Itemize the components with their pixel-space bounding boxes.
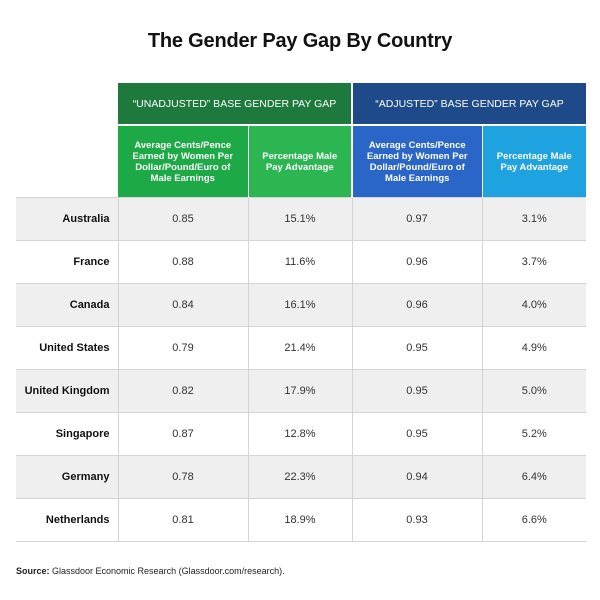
value-cell: 16.1% <box>247 283 352 327</box>
value-cell: 0.97 <box>351 197 482 241</box>
country-cell: Australia <box>16 197 118 241</box>
value-cell: 0.96 <box>351 283 482 327</box>
value-cell: 0.81 <box>117 498 248 542</box>
value-cell: 22.3% <box>247 455 352 499</box>
country-cell: Netherlands <box>16 498 118 542</box>
table-row: Germany 0.78 22.3% 0.94 6.4% <box>16 455 586 499</box>
value-cell: 0.82 <box>117 369 248 413</box>
value-cell: 3.1% <box>481 197 586 241</box>
value-cell: 12.8% <box>247 412 352 456</box>
header-blank-cell <box>16 83 118 125</box>
value-cell: 0.79 <box>117 326 248 370</box>
value-cell: 11.6% <box>247 240 352 284</box>
value-cell: 6.4% <box>481 455 586 499</box>
value-cell: 6.6% <box>481 498 586 542</box>
value-cell: 0.78 <box>117 455 248 499</box>
value-cell: 0.94 <box>351 455 482 499</box>
value-cell: 0.93 <box>351 498 482 542</box>
table-row: Singapore 0.87 12.8% 0.95 5.2% <box>16 412 586 456</box>
value-cell: 5.0% <box>481 369 586 413</box>
value-cell: 0.96 <box>351 240 482 284</box>
chart-title: The Gender Pay Gap By Country <box>147 30 453 52</box>
country-cell: Canada <box>16 283 118 327</box>
table-row: Netherlands 0.81 18.9% 0.93 6.6% <box>16 498 586 542</box>
value-cell: 5.2% <box>481 412 586 456</box>
table-row: Australia 0.85 15.1% 0.97 3.1% <box>16 197 586 241</box>
country-cell: France <box>16 240 118 284</box>
country-cell: United Kingdom <box>16 369 118 413</box>
source-note: Source: Glassdoor Economic Research (Gla… <box>16 566 285 576</box>
source-text: Glassdoor Economic Research (Glassdoor.c… <box>49 566 285 576</box>
value-cell: 18.9% <box>247 498 352 542</box>
value-cell: 0.84 <box>117 283 248 327</box>
table-row: United States 0.79 21.4% 0.95 4.9% <box>16 326 586 370</box>
unadjusted-group-header: “UNADJUSTED” BASE GENDER PAY GAP <box>118 83 352 125</box>
table-row: Canada 0.84 16.1% 0.96 4.0% <box>16 283 586 327</box>
country-cell: Germany <box>16 455 118 499</box>
column-header-adjusted-percent: Percentage Male Pay Advantage <box>481 124 586 198</box>
header-blank-cell <box>16 125 118 198</box>
value-cell: 0.95 <box>351 326 482 370</box>
value-cell: 21.4% <box>247 326 352 370</box>
adjusted-group-header: “ADJUSTED” BASE GENDER PAY GAP <box>351 83 586 125</box>
column-header-adjusted-cents: Average Cents/Pence Earned by Women Per … <box>351 124 482 198</box>
value-cell: 3.7% <box>481 240 586 284</box>
value-cell: 0.95 <box>351 369 482 413</box>
column-header-unadjusted-percent: Percentage Male Pay Advantage <box>247 124 352 198</box>
value-cell: 0.88 <box>117 240 248 284</box>
value-cell: 0.95 <box>351 412 482 456</box>
table-row: France 0.88 11.6% 0.96 3.7% <box>16 240 586 284</box>
column-header-row: Average Cents/Pence Earned by Women Per … <box>16 124 586 198</box>
value-cell: 4.0% <box>481 283 586 327</box>
column-header-unadjusted-cents: Average Cents/Pence Earned by Women Per … <box>118 124 248 198</box>
source-label: Source: <box>16 566 50 576</box>
group-header-row: “UNADJUSTED” BASE GENDER PAY GAP “ADJUST… <box>16 83 586 125</box>
value-cell: 0.87 <box>117 412 248 456</box>
value-cell: 15.1% <box>247 197 352 241</box>
table-row: United Kingdom 0.82 17.9% 0.95 5.0% <box>16 369 586 413</box>
value-cell: 0.85 <box>117 197 248 241</box>
pay-gap-table: “UNADJUSTED” BASE GENDER PAY GAP “ADJUST… <box>16 83 586 542</box>
value-cell: 17.9% <box>247 369 352 413</box>
value-cell: 4.9% <box>481 326 586 370</box>
country-cell: Singapore <box>16 412 118 456</box>
country-cell: United States <box>16 326 118 370</box>
